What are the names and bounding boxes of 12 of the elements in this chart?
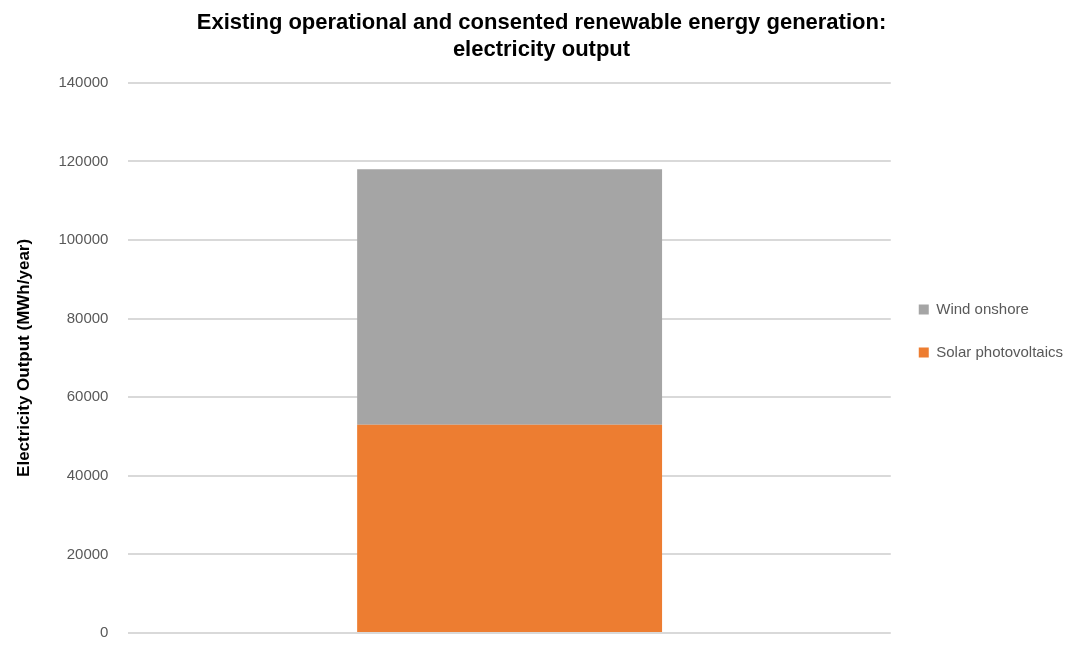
y-tick-label: 40000 xyxy=(66,465,109,483)
legend-label: Wind onshore xyxy=(936,299,1029,317)
y-tick-label: 120000 xyxy=(58,151,109,169)
y-tick-label: 20000 xyxy=(66,544,109,562)
y-axis-title: Electricity Output (MWh/year) xyxy=(13,238,33,477)
y-tick-label: 0 xyxy=(100,623,109,641)
y-tick-label: 80000 xyxy=(66,308,109,326)
y-tick-label: 60000 xyxy=(66,387,109,405)
legend-label: Solar photovoltaics xyxy=(936,342,1064,360)
y-tick-label: 100000 xyxy=(58,230,109,248)
chart-title: Existing operational and consented renewable energy generation: electricity output xyxy=(196,9,887,61)
y-tick-label: 140000 xyxy=(58,72,109,90)
